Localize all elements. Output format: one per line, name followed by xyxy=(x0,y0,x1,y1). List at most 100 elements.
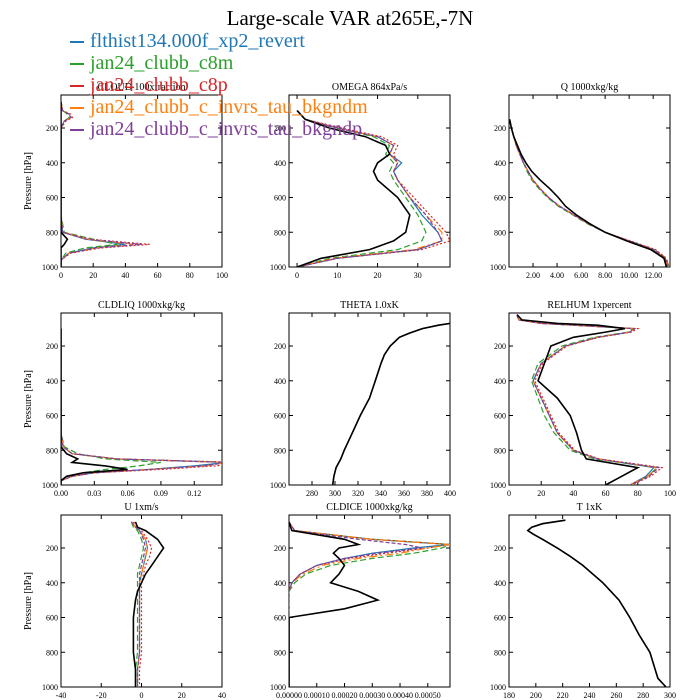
y-tick-label: 1000 xyxy=(490,481,506,490)
x-tick-label: 0.06 xyxy=(121,489,135,498)
y-tick-label: 1000 xyxy=(490,263,506,272)
legend-label: jan24_clubb_c8p xyxy=(90,74,228,96)
x-tick-label: 180 xyxy=(503,691,515,700)
y-tick-label: 1000 xyxy=(270,263,286,272)
x-tick-label: 280 xyxy=(637,691,649,700)
legend-entry: jan24_clubb_c_invrs_tau_bkgndp xyxy=(70,118,368,140)
series-line xyxy=(132,521,153,687)
x-tick-label: 0.00040 xyxy=(387,691,413,700)
x-tick-label: 20 xyxy=(374,271,382,280)
y-axis-label: Pressure [hPa] xyxy=(23,370,34,428)
x-tick-label: 0.03 xyxy=(87,489,101,498)
x-tick-label: 40 xyxy=(121,271,129,280)
series-line xyxy=(289,521,450,687)
y-tick-label: 800 xyxy=(494,648,506,657)
x-tick-label: 2.00 xyxy=(526,271,540,280)
y-tick-label: 800 xyxy=(46,228,58,237)
legend-line-swatch xyxy=(70,107,84,110)
x-tick-label: 40 xyxy=(218,691,226,700)
y-tick-label: 400 xyxy=(46,159,58,168)
series-line xyxy=(61,328,161,485)
y-tick-label: 200 xyxy=(274,342,286,351)
series-line xyxy=(509,119,669,267)
subplot: CLDICE 1000xkg/kg 200 400 600 800 10000.00000… xyxy=(270,502,451,700)
y-tick-label: 400 xyxy=(274,159,286,168)
x-tick-label: 240 xyxy=(584,691,596,700)
series-line xyxy=(61,328,128,485)
series-line xyxy=(526,519,667,687)
plot-frame xyxy=(508,312,671,486)
y-tick-label: 800 xyxy=(494,228,506,237)
x-tick-label: 0.00010 xyxy=(304,691,330,700)
y-tick-label: 600 xyxy=(46,194,58,203)
y-tick-label: 600 xyxy=(494,412,506,421)
series-line xyxy=(332,322,450,485)
y-tick-label: 800 xyxy=(274,446,286,455)
x-tick-label: 280 xyxy=(306,489,318,498)
subplot: THETA 1.0xK 200 400 600 800 1000 280 300 320 340 3… xyxy=(270,300,456,498)
series-line xyxy=(526,519,667,687)
plot-frame xyxy=(288,312,451,486)
series-line xyxy=(132,521,165,687)
subplot-title: THETA 1.0xK xyxy=(340,300,399,311)
y-tick-label: 1000 xyxy=(42,263,58,272)
x-tick-label: 40 xyxy=(569,489,577,498)
y-tick-label: 400 xyxy=(274,377,286,386)
subplot-title: OMEGA 864xPa/s xyxy=(332,82,407,93)
plot-frame xyxy=(288,94,451,268)
x-tick-label: 80 xyxy=(186,271,194,280)
x-tick-label: -40 xyxy=(56,691,67,700)
x-tick-label: 10 xyxy=(333,271,341,280)
x-tick-label: 0.12 xyxy=(187,489,201,498)
x-tick-label: 400 xyxy=(444,489,456,498)
series-line xyxy=(516,314,661,485)
x-tick-label: 300 xyxy=(329,489,341,498)
subplot: CLDLIQ 1000xkg/kg Pressure [hPa] 200 400 600… xyxy=(23,300,223,498)
y-tick-label: 1000 xyxy=(42,683,58,692)
x-tick-label: 10.00 xyxy=(620,271,638,280)
y-tick-label: 200 xyxy=(494,342,506,351)
y-tick-label: 600 xyxy=(46,412,58,421)
series-line xyxy=(296,110,411,267)
y-tick-label: 600 xyxy=(46,614,58,623)
x-tick-label: 6.00 xyxy=(574,271,588,280)
series-line xyxy=(61,328,222,485)
x-tick-label: 340 xyxy=(375,489,387,498)
x-tick-label: 20 xyxy=(178,691,186,700)
x-tick-label: 0.00 xyxy=(54,489,68,498)
legend-line-swatch xyxy=(70,129,84,132)
plot-frame xyxy=(508,514,671,688)
y-tick-label: 400 xyxy=(46,579,58,588)
plot-frame xyxy=(508,94,671,268)
x-tick-label: 100 xyxy=(216,271,228,280)
y-tick-label: 400 xyxy=(494,377,506,386)
legend-entry: flthist134.000f_xp2_revert xyxy=(70,30,368,52)
x-tick-label: 300 xyxy=(664,691,676,700)
x-tick-label: 0.00020 xyxy=(332,691,358,700)
legend: flthist134.000f_xp2_revert jan24_clubb_c8… xyxy=(70,30,368,140)
x-tick-label: 260 xyxy=(610,691,622,700)
series-line xyxy=(509,119,669,267)
x-tick-label: 30 xyxy=(414,271,422,280)
y-tick-label: 200 xyxy=(274,124,286,133)
x-tick-label: 60 xyxy=(602,489,610,498)
series-line xyxy=(289,521,450,687)
subplot-title: CLDLIQ 1000xkg/kg xyxy=(98,300,185,311)
series-line xyxy=(509,119,670,267)
legend-label: jan24_clubb_c_invrs_tau_bkgndm xyxy=(90,96,368,118)
y-tick-label: 1000 xyxy=(490,683,506,692)
y-tick-label: 400 xyxy=(494,579,506,588)
y-tick-label: 600 xyxy=(274,614,286,623)
x-tick-label: 0 xyxy=(140,691,144,700)
y-axis-label: Pressure [hPa] xyxy=(23,152,34,210)
series-line xyxy=(61,101,150,267)
y-tick-label: 400 xyxy=(494,159,506,168)
series-line xyxy=(526,519,667,687)
legend-line-swatch xyxy=(70,41,84,44)
x-tick-label: 0.09 xyxy=(154,489,168,498)
page-title: Large-scale VAR at265E,-7N xyxy=(226,6,474,30)
